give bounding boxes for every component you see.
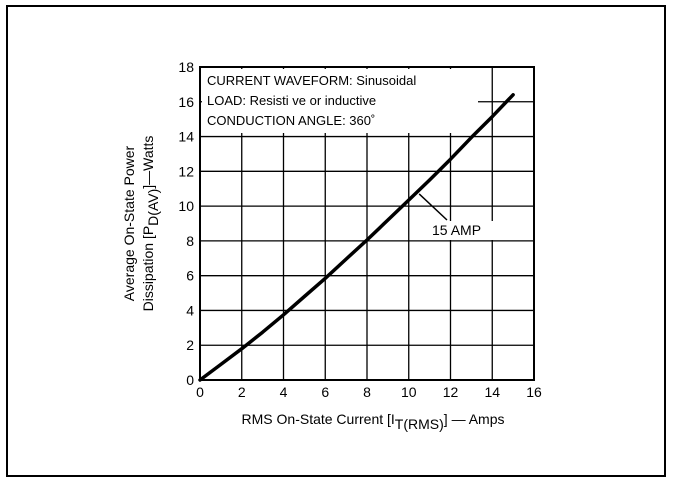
x-tick-label: 6 <box>321 384 329 400</box>
grid <box>200 67 534 380</box>
x-tick-label: 10 <box>401 384 417 400</box>
x-tick-label: 2 <box>238 384 246 400</box>
series-label-leader <box>418 193 448 221</box>
x-tick-label: 14 <box>484 384 500 400</box>
y-axis-label-subscript: D(AV) <box>145 189 161 226</box>
series-label-bg <box>429 221 503 240</box>
x-tick-label: 16 <box>526 384 542 400</box>
x-axis-label-main: RMS On-State Current [I <box>242 411 395 427</box>
series-label-15-amp: 15 AMP <box>432 222 481 238</box>
y-axis-label-line2: Dissipation [PD(AV)]—Watts <box>140 136 161 312</box>
y-axis-label-line1: Average On-State Power <box>121 145 137 301</box>
y-tick-label: 14 <box>178 129 194 145</box>
y-tick-label: 8 <box>186 233 194 249</box>
y-tick-label: 6 <box>186 268 194 284</box>
x-axis-label-subscript: T(RMS) <box>395 416 444 432</box>
y-tick-label: 12 <box>178 163 194 179</box>
y-axis-label-main: Dissipation [P <box>140 226 156 312</box>
annotation-box-bg <box>202 69 478 133</box>
y-tick-label: 16 <box>178 94 194 110</box>
y-axis-label-tail: ]—Watts <box>140 136 156 189</box>
x-tick-label: 4 <box>280 384 288 400</box>
annotation-load: LOAD: Resisti ve or inductive <box>207 93 376 108</box>
series-line-15-amp <box>198 93 515 382</box>
y-tick-labels: 0 2 4 6 8 10 12 14 16 18 <box>178 59 194 388</box>
y-tick-label: 2 <box>186 337 194 353</box>
x-axis-label: RMS On-State Current [IT(RMS)] — Amps <box>242 411 505 432</box>
plot-area <box>199 66 535 381</box>
annotation-waveform: CURRENT WAVEFORM: Sinusoidal <box>207 73 416 88</box>
x-tick-label: 0 <box>196 384 204 400</box>
y-tick-label: 0 <box>186 372 194 388</box>
y-tick-label: 4 <box>186 302 194 318</box>
x-tick-labels: 0 2 4 6 8 10 12 14 16 <box>196 384 542 400</box>
x-axis-label-tail: ] — Amps <box>444 411 505 427</box>
annotation-conduction-angle: CONDUCTION ANGLE: 360˚ <box>207 113 375 128</box>
y-tick-label: 18 <box>178 59 194 75</box>
x-tick-label: 8 <box>363 384 371 400</box>
x-tick-label: 12 <box>443 384 459 400</box>
y-tick-label: 10 <box>178 198 194 214</box>
